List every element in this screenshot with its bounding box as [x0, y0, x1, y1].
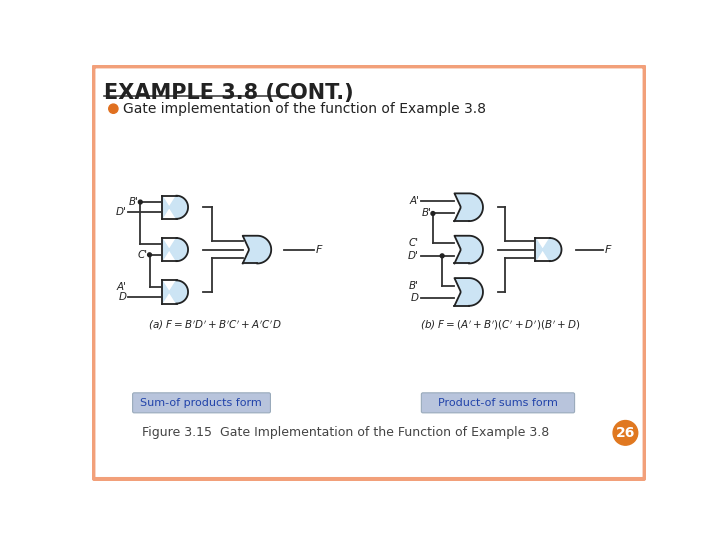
Polygon shape: [162, 280, 188, 303]
Circle shape: [148, 253, 151, 256]
Polygon shape: [162, 195, 188, 219]
Text: (a) $F = B'D' + B'C' + A'C'D$: (a) $F = B'D' + B'C' + A'C'D$: [148, 319, 282, 332]
Circle shape: [431, 212, 435, 215]
Text: F: F: [316, 245, 323, 254]
Text: Figure 3.15  Gate Implementation of the Function of Example 3.8: Figure 3.15 Gate Implementation of the F…: [143, 427, 549, 440]
Polygon shape: [535, 238, 562, 261]
Text: Gate implementation of the function of Example 3.8: Gate implementation of the function of E…: [122, 102, 485, 116]
Text: EXAMPLE 3.8 (CONT.): EXAMPLE 3.8 (CONT.): [104, 83, 354, 103]
Circle shape: [613, 421, 638, 445]
Text: Product-of sums form: Product-of sums form: [438, 398, 557, 408]
Text: D': D': [116, 207, 127, 218]
Circle shape: [440, 254, 444, 258]
FancyBboxPatch shape: [132, 393, 271, 413]
Text: D: D: [119, 292, 127, 302]
Text: 26: 26: [616, 426, 635, 440]
Text: C': C': [138, 250, 148, 260]
Text: A': A': [409, 196, 419, 206]
Text: D: D: [411, 293, 419, 303]
Polygon shape: [243, 236, 271, 264]
Text: B': B': [409, 281, 419, 291]
Polygon shape: [162, 238, 188, 261]
Text: B': B': [421, 208, 431, 219]
FancyBboxPatch shape: [421, 393, 575, 413]
Text: A': A': [117, 282, 127, 292]
Polygon shape: [454, 193, 483, 221]
Text: Sum-of products form: Sum-of products form: [140, 398, 262, 408]
Polygon shape: [454, 278, 483, 306]
Text: (b) $F = (A' + B')(C' + D')(B' + D)$: (b) $F = (A' + B')(C' + D')(B' + D)$: [420, 319, 580, 332]
Circle shape: [109, 104, 118, 113]
Text: B': B': [129, 197, 139, 207]
Text: C': C': [409, 238, 419, 248]
Polygon shape: [454, 236, 483, 264]
Text: D': D': [408, 251, 419, 261]
FancyBboxPatch shape: [94, 66, 644, 479]
Text: F: F: [605, 245, 611, 254]
Circle shape: [138, 200, 143, 204]
